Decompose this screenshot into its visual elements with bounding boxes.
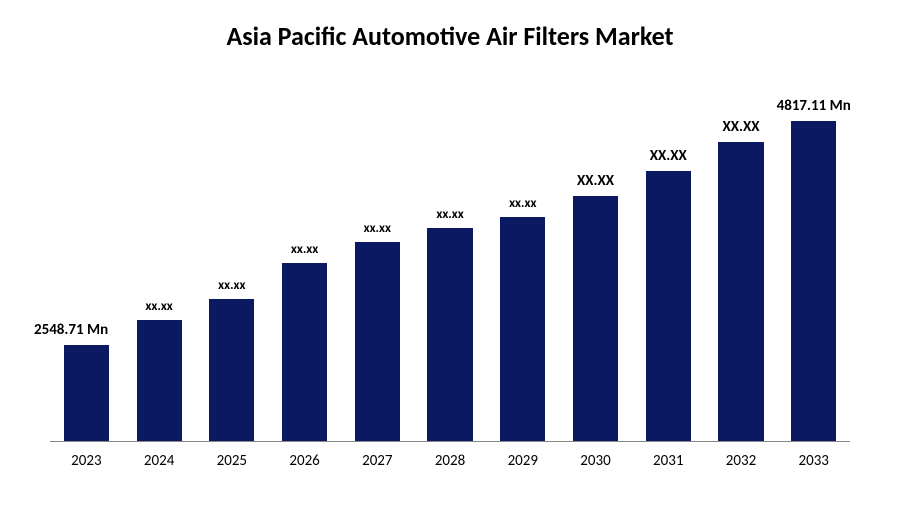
- x-axis-label: 2030: [559, 446, 632, 472]
- x-axis-label: 2023: [50, 446, 123, 472]
- x-axis-label: 2027: [341, 446, 414, 472]
- bar-group: xx.xx: [123, 320, 196, 441]
- x-axis-label: 2024: [123, 446, 196, 472]
- bar-value-label: xx.xx: [436, 207, 463, 222]
- x-axis-labels: 2023202420252026202720282029203020312032…: [50, 446, 850, 472]
- bar: [718, 142, 763, 441]
- bar-group: xx.xx: [341, 242, 414, 441]
- bar-group: 2548.71 Mn: [50, 345, 123, 441]
- bar-group: xx.xx: [195, 299, 268, 441]
- bar-group: xx.xx: [414, 228, 487, 441]
- chart-area: 2548.71 Mnxx.xxxx.xxxx.xxxx.xxxx.xxxx.xx…: [50, 62, 850, 472]
- bar: [791, 121, 836, 441]
- bar: [209, 299, 254, 441]
- bar-value-label: xx.xx: [509, 196, 536, 211]
- x-axis-label: 2031: [632, 446, 705, 472]
- bar-value-label: xx.xx: [145, 299, 172, 314]
- bar-value-label: 2548.71 Mn: [34, 321, 108, 339]
- bar: [64, 345, 109, 441]
- bar: [427, 228, 472, 441]
- bar-value-label: xx.xx: [291, 242, 318, 257]
- x-axis-label: 2033: [777, 446, 850, 472]
- x-axis-label: 2032: [705, 446, 778, 472]
- bar-group: XX.XX: [632, 171, 705, 441]
- bar-group: xx.xx: [268, 263, 341, 441]
- bar-group: 4817.11 Mn: [777, 121, 850, 441]
- bar-group: XX.XX: [705, 142, 778, 441]
- bar-value-label: xx.xx: [218, 278, 245, 293]
- bar: [137, 320, 182, 441]
- bar: [282, 263, 327, 441]
- x-axis-label: 2028: [414, 446, 487, 472]
- bar-group: xx.xx: [486, 217, 559, 441]
- bars-container: 2548.71 Mnxx.xxxx.xxxx.xxxx.xxxx.xxxx.xx…: [50, 72, 850, 442]
- bar: [646, 171, 691, 441]
- chart-title: Asia Pacific Automotive Air Filters Mark…: [0, 0, 900, 62]
- bar-value-label: xx.xx: [364, 221, 391, 236]
- bar-value-label: XX.XX: [722, 118, 759, 136]
- x-axis-label: 2025: [195, 446, 268, 472]
- bar-group: XX.XX: [559, 196, 632, 441]
- bar: [355, 242, 400, 441]
- x-axis-label: 2026: [268, 446, 341, 472]
- bar-value-label: XX.XX: [650, 147, 687, 165]
- x-axis-label: 2029: [486, 446, 559, 472]
- bar: [573, 196, 618, 441]
- bar-value-label: 4817.11 Mn: [777, 97, 851, 115]
- bar-value-label: XX.XX: [577, 172, 614, 190]
- bar: [500, 217, 545, 441]
